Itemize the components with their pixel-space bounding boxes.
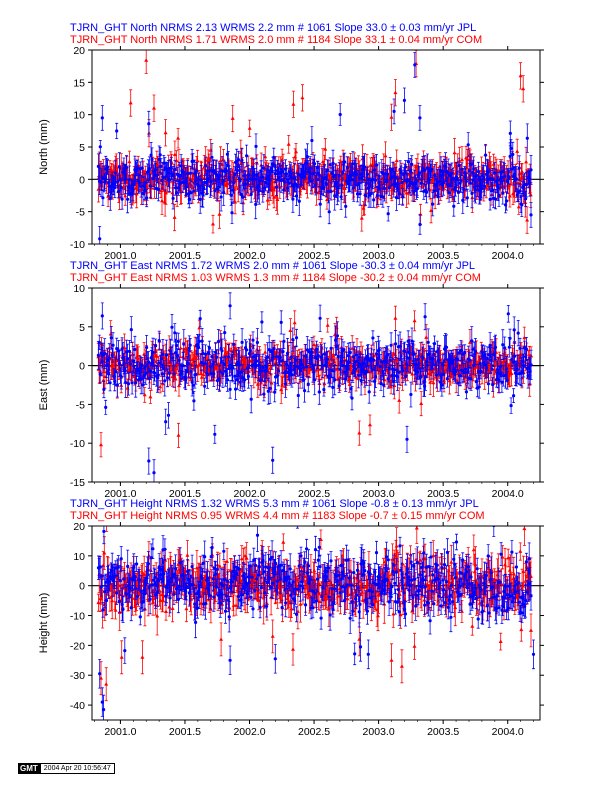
y-tick-label: -10	[70, 239, 85, 251]
gmt-timestamp-stamp: GMT 2004 Apr 20 10:56:47	[18, 763, 115, 774]
panel-height: TJRN_GHT Height NRMS 1.32 WRMS 5.3 mm # …	[38, 498, 544, 738]
x-tick-label: 2002.5	[298, 488, 330, 500]
x-tick-label: 2003.5	[427, 488, 459, 500]
data-points	[92, 50, 540, 244]
x-tick-label: 2004.0	[492, 488, 524, 500]
x-tick-label: 2001.5	[169, 726, 201, 738]
series-header-com: TJRN_GHT Height NRMS 0.95 WRMS 4.4 mm # …	[70, 510, 485, 522]
plot-frame	[91, 287, 541, 483]
x-tick-label: 2002.0	[233, 250, 265, 262]
y-tick-label: -30	[70, 670, 85, 682]
x-tick-label: 2003.5	[427, 250, 459, 262]
x-tick-label: 2004.0	[492, 726, 524, 738]
x-tick-label: 2003.0	[363, 250, 395, 262]
y-tick-label: 0	[79, 581, 85, 593]
y-tick-label: -5	[76, 207, 85, 219]
gmt-logo: GMT	[18, 763, 40, 774]
y-tick-label: 10	[73, 283, 85, 295]
x-tick-label: 2002.5	[298, 726, 330, 738]
error-bars-jpl	[96, 292, 533, 482]
series-header-jpl: TJRN_GHT North NRMS 2.13 WRMS 2.2 mm # 1…	[70, 22, 476, 34]
error-bars-com	[96, 526, 533, 702]
y-tick-label: 5	[79, 322, 85, 334]
y-tick-label: -20	[70, 640, 85, 652]
plot-timestamp: 2004 Apr 20 10:56:47	[39, 763, 115, 774]
x-tick-label: 2001.0	[104, 488, 136, 500]
y-tick-label: -15	[70, 477, 85, 489]
x-tick-label: 2001.0	[104, 726, 136, 738]
y-tick-label: 0	[79, 361, 85, 373]
series-header-jpl: TJRN_GHT Height NRMS 1.32 WRMS 5.3 mm # …	[70, 498, 479, 510]
x-tick-label: 2004.0	[492, 250, 524, 262]
x-tick-label: 2001.5	[169, 250, 201, 262]
y-tick-label: 5	[79, 142, 85, 154]
series-header-jpl: TJRN_GHT East NRMS 1.72 WRMS 2.0 mm # 10…	[70, 260, 475, 272]
y-tick-label: 20	[73, 45, 85, 57]
x-tick-label: 2003.5	[427, 726, 459, 738]
y-tick-label: 15	[73, 77, 85, 89]
x-tick-label: 2003.0	[363, 726, 395, 738]
panel-north: TJRN_GHT North NRMS 2.13 WRMS 2.2 mm # 1…	[38, 22, 544, 262]
y-tick-label: 0	[79, 174, 85, 186]
data-points	[92, 292, 540, 482]
y-tick-label: -40	[70, 700, 85, 712]
series-header-com: TJRN_GHT East NRMS 1.03 WRMS 1.3 mm # 11…	[70, 272, 481, 284]
y-axis-label: East (mm)	[38, 360, 50, 411]
plot-frame	[91, 525, 541, 721]
y-tick-label: 10	[73, 551, 85, 563]
x-tick-label: 2003.0	[363, 488, 395, 500]
y-tick-label: 20	[73, 521, 85, 533]
y-axis-label: Height (mm)	[38, 593, 50, 654]
x-tick-label: 2001.0	[104, 250, 136, 262]
y-tick-label: -10	[70, 438, 85, 450]
panel-east: TJRN_GHT East NRMS 1.72 WRMS 2.0 mm # 10…	[38, 260, 544, 500]
y-tick-label: -5	[76, 399, 85, 411]
y-axis-label: North (mm)	[38, 119, 50, 175]
x-tick-label: 2001.5	[169, 488, 201, 500]
y-tick-label: -10	[70, 611, 85, 623]
x-tick-label: 2002.5	[298, 250, 330, 262]
y-tick-label: 10	[73, 110, 85, 122]
data-points	[92, 526, 540, 720]
series-header-com: TJRN_GHT North NRMS 1.71 WRMS 2.0 mm # 1…	[70, 34, 482, 46]
x-tick-label: 2002.0	[233, 488, 265, 500]
x-tick-label: 2002.0	[233, 726, 265, 738]
